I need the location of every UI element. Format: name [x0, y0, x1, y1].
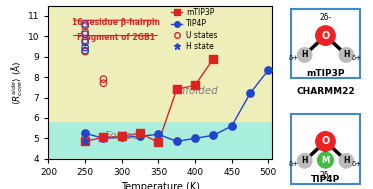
Point — [82, 41, 88, 44]
Point — [82, 46, 88, 49]
Text: CHARMM22: CHARMM22 — [296, 87, 355, 96]
Point — [119, 135, 125, 138]
Point — [174, 140, 180, 143]
Point — [210, 57, 216, 60]
Point — [82, 140, 88, 143]
Point — [82, 49, 88, 52]
Bar — [48, 6, 272, 121]
Point — [247, 92, 253, 95]
Point — [174, 88, 180, 91]
Text: O: O — [322, 31, 330, 41]
Circle shape — [298, 154, 312, 168]
Text: 16-residue β-hairpin: 16-residue β-hairpin — [72, 18, 160, 27]
Text: H: H — [301, 50, 308, 60]
Text: O: O — [322, 136, 330, 146]
FancyBboxPatch shape — [291, 115, 360, 184]
Point — [82, 31, 88, 34]
Point — [82, 39, 88, 42]
Point — [210, 134, 216, 137]
Text: TIP4P: TIP4P — [311, 175, 340, 184]
Text: H: H — [343, 156, 350, 165]
Point — [119, 136, 125, 139]
Text: H: H — [343, 50, 350, 60]
Point — [192, 84, 198, 87]
Point — [137, 132, 143, 135]
Text: Unfolded: Unfolded — [172, 86, 218, 96]
Text: Folded: Folded — [104, 131, 139, 141]
Circle shape — [316, 26, 335, 45]
Legend: mTIP3P, TIP4P, U states, H state: mTIP3P, TIP4P, U states, H state — [171, 8, 217, 51]
Point — [265, 68, 271, 71]
FancyBboxPatch shape — [291, 9, 360, 78]
Circle shape — [339, 154, 354, 168]
Text: δ+: δ+ — [352, 55, 362, 61]
Text: 2δ-: 2δ- — [319, 13, 332, 22]
Point — [100, 136, 106, 139]
Point — [82, 22, 88, 26]
Circle shape — [298, 48, 312, 62]
Point — [82, 140, 88, 143]
Text: M: M — [322, 156, 330, 165]
Point — [156, 141, 162, 144]
Text: 2δ-: 2δ- — [319, 171, 332, 180]
Y-axis label: $\langle R_{core}^{side} \rangle$ (Å): $\langle R_{core}^{side} \rangle$ (Å) — [10, 60, 25, 105]
Point — [100, 137, 106, 140]
Point — [100, 82, 106, 85]
Circle shape — [339, 48, 354, 62]
Text: δ+: δ+ — [352, 161, 362, 167]
Point — [137, 135, 143, 138]
Bar — [48, 121, 272, 159]
Point — [229, 125, 235, 128]
Point — [100, 78, 106, 81]
Point — [156, 133, 162, 136]
Point — [82, 25, 88, 28]
Text: δ+: δ+ — [289, 55, 299, 61]
Point — [192, 137, 198, 140]
Text: mTIP3P: mTIP3P — [306, 69, 345, 78]
Point — [82, 132, 88, 135]
Text: Fragment of 2GB1: Fragment of 2GB1 — [76, 33, 154, 42]
Circle shape — [317, 152, 333, 168]
Text: H: H — [301, 156, 308, 165]
X-axis label: Temperature (K): Temperature (K) — [121, 182, 200, 189]
Point — [82, 33, 88, 36]
Text: δ+: δ+ — [289, 161, 299, 167]
Point — [82, 50, 88, 53]
Circle shape — [316, 132, 335, 151]
